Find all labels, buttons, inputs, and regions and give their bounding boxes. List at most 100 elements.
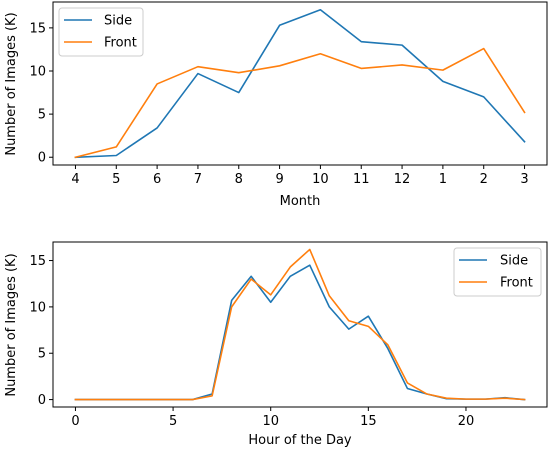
series-line-hour-front <box>74 248 526 401</box>
x-tick-label-month-10: 10 <box>312 172 329 187</box>
data-point-hour-front-1 <box>94 399 96 401</box>
data-point-hour-front-20 <box>465 398 467 400</box>
x-tick-label-month-7: 7 <box>194 172 202 187</box>
data-point-hour-front-5 <box>172 399 174 401</box>
y-tick-label-hour-15: 15 <box>29 254 46 269</box>
data-point-month-front-11 <box>524 112 526 114</box>
y-tick-label-hour-0: 0 <box>38 393 46 408</box>
data-point-month-front-5 <box>279 65 281 67</box>
data-point-hour-front-16 <box>387 344 389 346</box>
data-point-month-side-3 <box>197 73 199 75</box>
data-point-hour-front-10 <box>270 294 272 296</box>
legend-label-front-month: Front <box>104 36 137 51</box>
legend-month: Side Front <box>58 7 144 57</box>
x-tick-label-hour-15: 15 <box>360 414 377 429</box>
legend-label-front-hour: Front <box>500 276 533 291</box>
x-tick-label-month-6: 6 <box>153 172 161 187</box>
plot-frame-hour <box>52 241 548 408</box>
data-point-hour-front-13 <box>328 295 330 297</box>
data-point-month-side-5 <box>279 24 281 26</box>
x-tick-label-month-1: 1 <box>439 172 447 187</box>
data-point-hour-side-13 <box>328 306 330 308</box>
data-point-hour-front-3 <box>133 399 135 401</box>
series-line-month-side <box>74 8 526 159</box>
data-point-hour-front-6 <box>192 399 194 401</box>
x-tick-label-month-2: 2 <box>480 172 488 187</box>
data-point-hour-front-23 <box>524 399 526 401</box>
data-point-hour-side-11 <box>289 276 291 278</box>
x-tick-label-month-9: 9 <box>275 172 283 187</box>
legend-label-side-hour: Side <box>500 254 528 269</box>
x-tick-label-month-12: 12 <box>394 172 411 187</box>
x-tick-label-month-3: 3 <box>520 172 528 187</box>
data-point-month-side-11 <box>524 141 526 143</box>
data-point-hour-front-2 <box>114 399 116 401</box>
data-point-hour-side-17 <box>407 388 409 390</box>
data-point-month-front-7 <box>360 68 362 70</box>
data-point-month-side-8 <box>401 44 403 46</box>
hour-chart-marks: 0 5 10 15 20 0 5 10 15 <box>29 248 526 429</box>
y-tick-label-hour-10: 10 <box>29 300 46 315</box>
data-point-hour-front-22 <box>504 397 506 399</box>
chart-hour: 0 5 10 15 20 0 5 10 15 Hour of the Day Number of… <box>4 241 548 448</box>
legend-label-side-month: Side <box>104 14 132 29</box>
x-tick-label-month-5: 5 <box>112 172 120 187</box>
data-point-hour-side-16 <box>387 348 389 350</box>
data-point-hour-side-10 <box>270 301 272 303</box>
x-tick-label-month-8: 8 <box>235 172 243 187</box>
data-point-month-front-2 <box>156 83 158 85</box>
data-point-hour-front-9 <box>250 278 252 280</box>
y-axis-label-month: Number of Images (K) <box>4 12 19 155</box>
data-point-month-front-6 <box>320 53 322 55</box>
y-tick-label-month-5: 5 <box>38 108 46 123</box>
data-point-hour-front-15 <box>368 326 370 328</box>
data-point-hour-front-19 <box>446 397 448 399</box>
data-point-hour-side-12 <box>309 264 311 266</box>
data-point-hour-front-14 <box>348 320 350 322</box>
data-point-month-side-6 <box>320 9 322 11</box>
series-line-month-front <box>74 47 526 159</box>
data-point-month-front-8 <box>401 64 403 66</box>
y-tick-label-month-15: 15 <box>29 21 46 36</box>
data-point-hour-front-21 <box>485 398 487 400</box>
data-point-month-side-2 <box>156 127 158 129</box>
data-point-hour-front-4 <box>153 399 155 401</box>
x-tick-label-month-11: 11 <box>353 172 370 187</box>
data-point-hour-side-15 <box>368 315 370 317</box>
x-axis-label-hour: Hour of the Day <box>248 433 352 448</box>
data-point-month-front-3 <box>197 66 199 68</box>
data-point-month-front-1 <box>115 146 117 148</box>
data-point-hour-front-11 <box>289 266 291 268</box>
y-tick-label-month-0: 0 <box>38 151 46 166</box>
data-point-month-front-9 <box>442 69 444 71</box>
x-tick-label-month-4: 4 <box>71 172 79 187</box>
data-point-month-side-4 <box>238 92 240 94</box>
data-point-hour-front-0 <box>75 399 77 401</box>
data-point-month-side-9 <box>442 81 444 83</box>
x-tick-label-hour-0: 0 <box>71 414 79 429</box>
data-point-month-front-10 <box>483 48 485 50</box>
data-point-hour-front-18 <box>426 393 428 395</box>
x-axis-label-month: Month <box>280 194 321 209</box>
data-point-month-side-7 <box>360 41 362 43</box>
x-tick-label-hour-5: 5 <box>169 414 177 429</box>
data-point-month-front-0 <box>75 156 77 158</box>
data-point-hour-front-8 <box>231 306 233 308</box>
data-point-month-front-4 <box>238 72 240 74</box>
y-axis-label-hour: Number of Images (K) <box>4 253 19 396</box>
data-point-hour-front-17 <box>407 382 409 384</box>
data-point-month-side-1 <box>115 155 117 157</box>
legend-hour: Side Front <box>453 247 542 297</box>
y-tick-label-month-10: 10 <box>29 64 46 79</box>
data-point-hour-front-12 <box>309 249 311 251</box>
plot-frame-month <box>52 1 548 166</box>
x-tick-label-hour-10: 10 <box>262 414 279 429</box>
data-point-hour-side-8 <box>231 300 233 302</box>
data-point-hour-side-14 <box>348 328 350 330</box>
data-point-hour-front-7 <box>211 395 213 397</box>
x-tick-label-hour-20: 20 <box>458 414 475 429</box>
data-point-hour-side-9 <box>250 276 252 278</box>
